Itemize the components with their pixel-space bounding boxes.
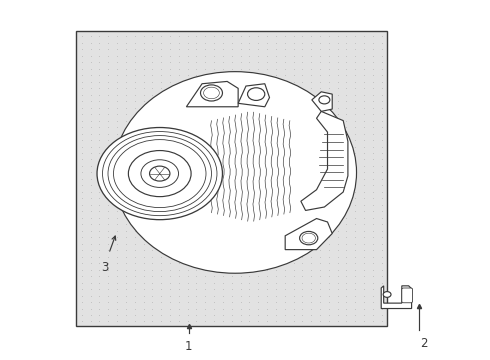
Text: 1: 1 xyxy=(185,340,193,353)
Circle shape xyxy=(247,88,265,100)
Circle shape xyxy=(299,231,318,245)
Polygon shape xyxy=(301,111,348,211)
Bar xyxy=(76,31,387,326)
FancyBboxPatch shape xyxy=(402,288,413,303)
Ellipse shape xyxy=(114,72,357,273)
Circle shape xyxy=(383,292,391,297)
Polygon shape xyxy=(285,219,332,249)
Text: 3: 3 xyxy=(101,261,109,274)
Polygon shape xyxy=(238,84,270,107)
Circle shape xyxy=(149,166,170,181)
Polygon shape xyxy=(381,286,412,309)
Text: 2: 2 xyxy=(420,337,428,350)
Circle shape xyxy=(319,96,330,104)
Polygon shape xyxy=(186,81,238,107)
Circle shape xyxy=(128,150,191,197)
Circle shape xyxy=(200,85,222,101)
Circle shape xyxy=(97,127,222,220)
Polygon shape xyxy=(312,92,332,111)
